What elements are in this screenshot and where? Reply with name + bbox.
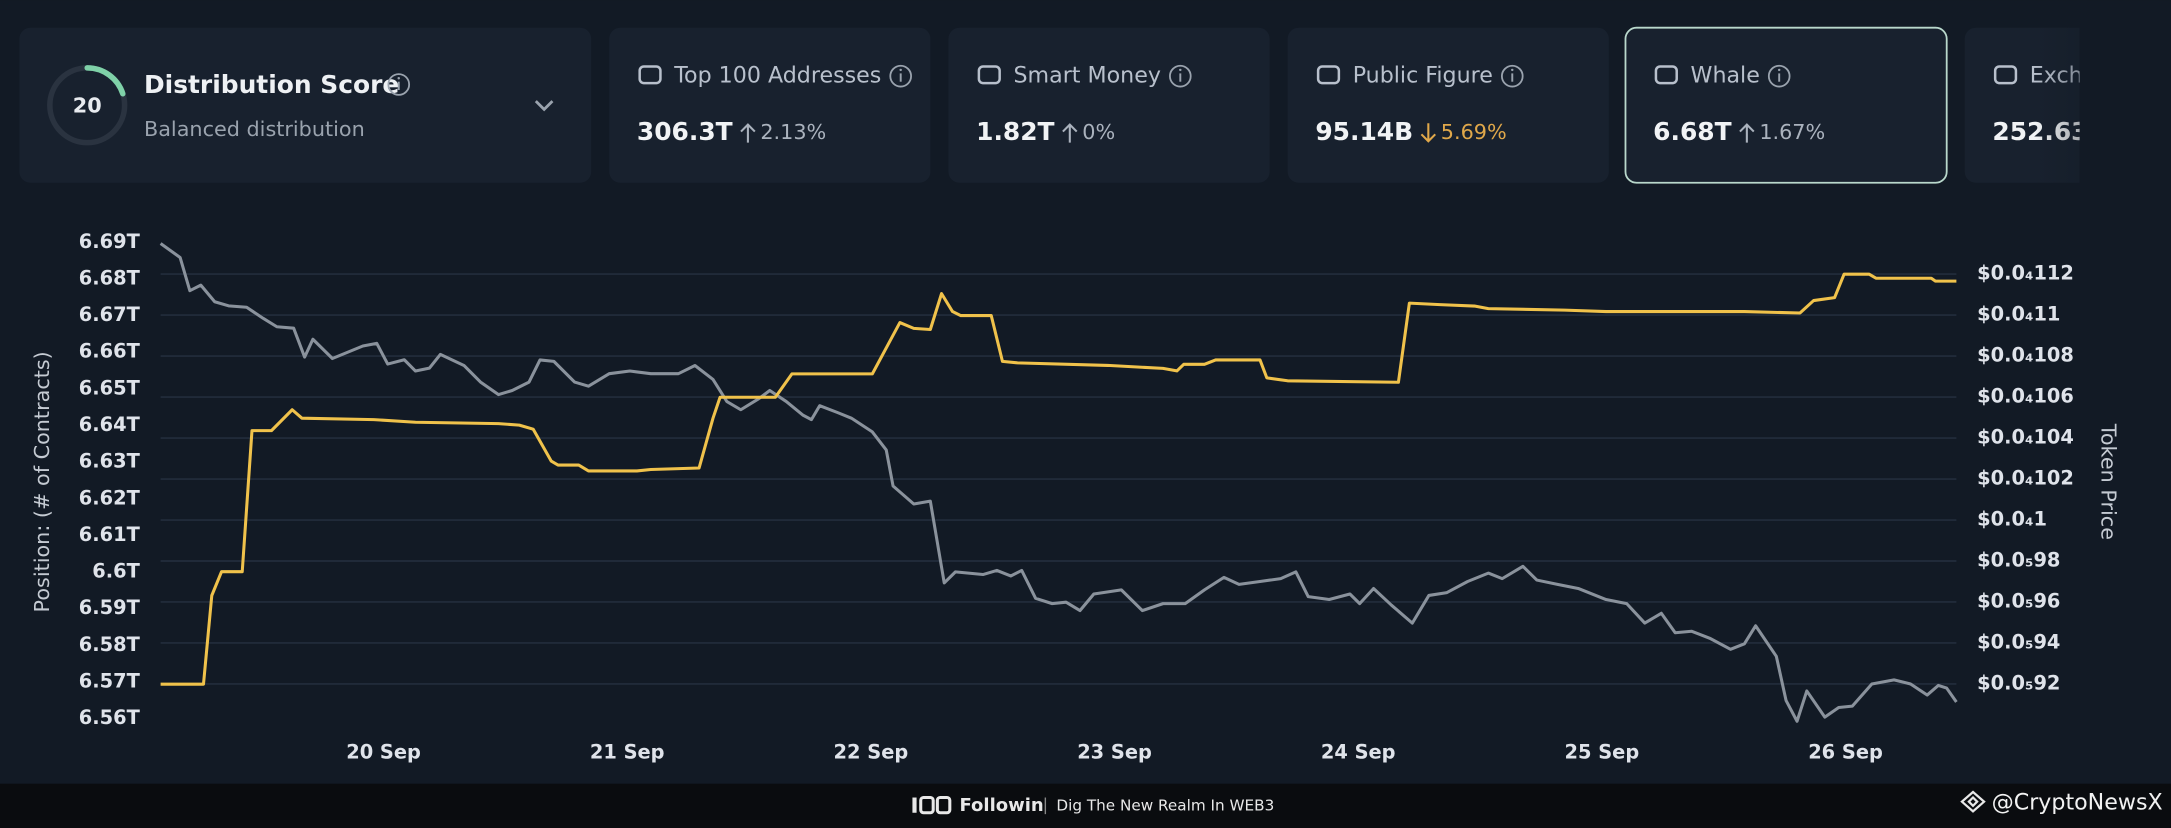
x-tick-label: 24 Sep [1321,741,1396,764]
stat-card: Smart Money 1.82T 0% [948,27,1270,183]
info-icon[interactable] [387,73,411,96]
info-ring [1500,64,1524,88]
card-value: 6.68T [1653,117,1731,146]
card-value: 1.82T [976,117,1054,146]
info-icon[interactable] [1169,64,1192,88]
info-icon[interactable] [1500,64,1524,88]
card-bg[interactable] [1624,26,1948,184]
stat-card: Top 100 Addresses 306.3T 2.13% [609,27,931,183]
y-tick-label: 6.59T [79,596,141,619]
series-line [159,242,1958,723]
y2-tick-label: $0.0₄108 [1977,344,2074,367]
info-dot [1511,68,1514,72]
card-value: 95.14B [1315,117,1413,146]
change-arrow [1420,123,1436,143]
card-title: Smart Money [1014,63,1161,89]
x-tick-label: 25 Sep [1565,741,1640,764]
card-title: Public Figure [1353,63,1493,89]
y2-tick-label: $0.0₅98 [1977,549,2060,572]
change-arrow [740,123,756,143]
y-tick-label: 6.61T [79,523,141,546]
y-tick-label: 6.65T [79,376,141,399]
y2-tick-label: $0.0₄104 [1977,426,2074,449]
y-tick-label: 6.62T [79,486,141,509]
info-dot [1777,68,1781,72]
stat-card: Public Figure 95.14B 5.69% [1287,27,1609,183]
card-change: 0% [1082,120,1115,144]
edge-fade [2035,27,2171,186]
y2-axis-title: Token Price [2096,423,2120,540]
y2-tick-label: $0.0₄112 [1977,262,2074,285]
score-value: 20 [73,94,102,118]
x-tick-label: 23 Sep [1077,741,1152,764]
y-axis-title: Position: (# of Contracts) [30,351,54,612]
card-value: 306.3T [637,117,733,146]
watermark-icon [1960,790,1986,813]
y-tick-label: 6.57T [79,669,141,692]
info-icon[interactable] [1767,64,1791,88]
watermark: @CryptoNewsX [1992,790,2163,816]
y-tick-label: 6.66T [79,340,141,363]
footer-brand: Followin [960,795,1044,816]
card-icon [977,65,1001,85]
card-change: 2.13% [760,120,826,144]
score-title: Distribution Score [144,70,399,99]
card-icon [1316,65,1341,85]
y2-tick-label: $0.0₅92 [1977,671,2060,694]
card-change: 5.69% [1441,120,1507,144]
change-arrow [1062,123,1078,143]
y2-tick-label: $0.0₄102 [1977,467,2074,490]
score-subtitle: Balanced distribution [144,117,365,141]
series-line [160,272,1957,686]
info-ring [1767,64,1791,88]
x-tick-label: 20 Sep [346,741,421,764]
y-tick-label: 6.64T [79,413,141,436]
card-bg[interactable] [1287,27,1609,183]
info-icon[interactable] [889,64,912,88]
y-tick-label: 6.58T [79,633,141,656]
y2-tick-label: $0.0₅96 [1977,589,2060,612]
y2-tick-label: $0.0₄11 [1977,303,2060,326]
y2-tick-label: $0.0₄1 [1977,508,2047,531]
y-tick-label: 6.68T [79,266,141,289]
stat-card: Whale 6.68T 1.67% [1624,26,1948,184]
footer-tagline: Dig The New Realm In WEB3 [1056,796,1274,814]
info-dot [899,68,902,72]
dropdown-chevron[interactable] [534,100,554,112]
y-tick-label: 6.6T [92,560,140,583]
x-tick-label: 22 Sep [834,741,909,764]
y-tick-label: 6.69T [79,230,141,253]
y-tick-label: 6.67T [79,303,141,326]
x-tick-label: 21 Sep [590,741,665,764]
footer-bar [0,783,2171,828]
y2-tick-label: $0.0₄106 [1977,385,2074,408]
footer-logo [912,796,952,815]
card-icon [638,65,662,85]
y-tick-label: 6.56T [79,706,141,729]
card-bg[interactable] [948,27,1270,183]
y2-tick-label: $0.0₅94 [1977,630,2060,653]
score-card[interactable] [19,27,592,183]
card-bg[interactable] [609,27,931,183]
info-dot [1179,68,1182,72]
y-tick-label: 6.63T [79,450,141,473]
card-icon [1993,65,2018,85]
x-tick-label: 26 Sep [1808,741,1883,764]
card-change: 1.67% [1759,120,1825,144]
info-ring [889,64,912,88]
change-arrow [1739,123,1755,143]
card-title: Whale [1691,63,1760,89]
card-icon [1654,65,1678,85]
card-title: Top 100 Addresses [673,63,881,89]
score-arc [84,65,126,97]
info-ring [1169,64,1192,88]
